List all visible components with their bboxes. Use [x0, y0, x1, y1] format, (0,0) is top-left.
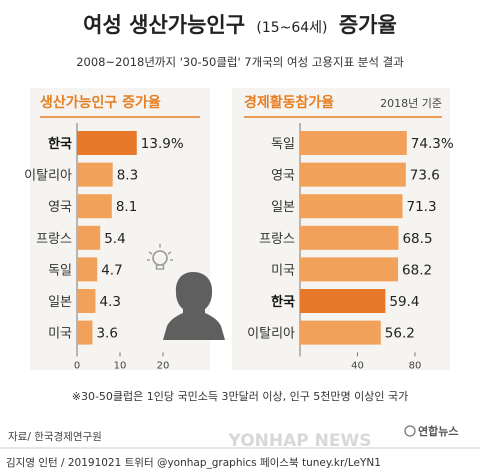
right-chart-marks: 40 80 독일 74.3% 영국 73.6 일본 71.3 프랑스 68.5 미국 68.2 한국 59… [247, 123, 454, 371]
right-category-label: 독일 [271, 137, 295, 152]
left-category-label: 미국 [48, 327, 72, 342]
left-category-label: 이탈리아 [24, 169, 72, 184]
lightbulb-icon [147, 244, 173, 270]
right-bar [300, 225, 399, 250]
right-value-label: 68.5 [402, 231, 432, 247]
right-tick-label: 40 [351, 360, 364, 371]
left-tick-label: 0 [74, 360, 80, 371]
right-bar [300, 162, 406, 187]
right-category-label: 미국 [271, 263, 295, 278]
credits-text: 김지영 인턴 / 20191021 트위터 @yonhap_graphics 페… [6, 456, 381, 469]
source-text: 자료/ 한국경제연구원 [8, 430, 102, 443]
right-value-label: 71.3 [406, 199, 436, 215]
right-bar [300, 194, 403, 219]
left-category-label: 한국 [48, 136, 72, 152]
right-value-label: 59.4 [389, 294, 419, 310]
right-value-label: 68.2 [402, 262, 432, 278]
watermark-text: YONHAP NEWS [228, 431, 372, 451]
left-tick-label: 10 [114, 360, 127, 371]
left-value-label: 3.6 [96, 326, 117, 342]
left-bar [77, 289, 96, 313]
left-bar [77, 131, 137, 155]
left-panel-title: 생산가능인구 증가율 [40, 94, 161, 111]
right-panel-title: 경제활동참가율 [244, 94, 334, 111]
left-bar [77, 162, 113, 187]
left-value-label: 4.7 [101, 262, 122, 278]
right-value-label: 74.3% [411, 136, 454, 152]
right-panel-note: 2018년 기준 [380, 97, 442, 110]
logo-text: 연합뉴스 [418, 424, 458, 438]
left-bar [77, 257, 98, 282]
right-category-label: 영국 [271, 169, 295, 184]
left-value-label: 8.1 [116, 199, 137, 215]
left-category-label: 독일 [48, 263, 72, 278]
yonhap-logo: 연합뉴스 [404, 424, 458, 438]
left-bar [77, 194, 112, 219]
right-category-label: 한국 [271, 294, 295, 310]
right-bar [300, 131, 407, 155]
left-chart-marks: 0 10 20 한국 13.9% 이탈리아 8.3 영국 8.1 프랑스 5.4 독일 4.7 일본 4.3… [24, 123, 184, 371]
right-category-label: 프랑스 [259, 232, 295, 247]
right-bar [300, 320, 381, 345]
right-bar [300, 289, 386, 313]
left-value-label: 13.9% [141, 136, 184, 152]
left-category-label: 프랑스 [36, 232, 72, 247]
chart-subtitle: 2008~2018년까지 '30-50클럽' 7개국의 여성 고용지표 분석 결… [76, 55, 404, 69]
left-value-label: 4.3 [99, 294, 120, 310]
left-value-label: 5.4 [104, 231, 125, 247]
right-tick-label: 80 [409, 360, 422, 371]
right-category-label: 이탈리아 [247, 327, 295, 342]
left-category-label: 일본 [48, 295, 72, 310]
right-category-label: 일본 [271, 200, 295, 215]
left-tick-label: 20 [157, 360, 170, 371]
left-category-label: 영국 [48, 200, 72, 215]
left-value-label: 8.3 [117, 168, 138, 184]
right-bar [300, 257, 399, 282]
footnote: ※30-50클럽은 1인당 국민소득 3만달러 이상, 인구 5천만명 이상인 … [72, 389, 409, 403]
chart-title: 여성 생산가능인구 (15~64세) 증가율 [83, 13, 397, 37]
right-value-label: 73.6 [410, 168, 440, 184]
left-bar [77, 320, 93, 345]
left-bar [77, 225, 101, 250]
woman-silhouette-icon [163, 272, 225, 340]
right-value-label: 56.2 [385, 326, 415, 342]
